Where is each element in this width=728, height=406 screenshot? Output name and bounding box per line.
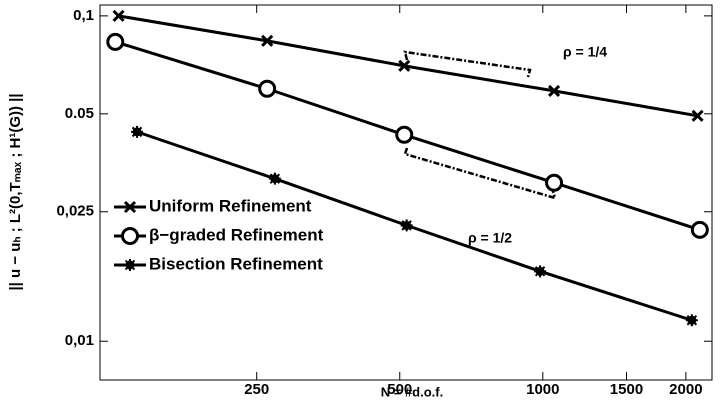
annotation: ρ = 1/2 <box>468 230 512 246</box>
marker-shape <box>690 220 709 239</box>
marker-shape <box>131 125 144 138</box>
marker-shape <box>124 259 136 271</box>
data-point <box>398 59 411 72</box>
x-tick-label: 500 <box>387 381 412 398</box>
marker-shape <box>400 219 413 232</box>
marker-shape <box>123 200 137 214</box>
x-tick-label: 1500 <box>610 381 643 398</box>
x-tick-label: 2000 <box>669 381 702 398</box>
data-point <box>131 125 144 138</box>
data-point <box>400 219 413 232</box>
data-point <box>545 173 564 192</box>
x-axis-label: N = #d.o.f. <box>381 384 443 399</box>
marker-shape <box>112 9 125 22</box>
annotation: ρ = 1/4 <box>563 44 607 60</box>
y-tick-label: 0,1 <box>73 7 94 24</box>
legend-marker <box>124 259 136 271</box>
marker-shape <box>106 32 125 51</box>
data-point <box>395 125 414 144</box>
data-point <box>268 172 281 185</box>
slope-guide <box>403 147 557 200</box>
y-tick-label: 0.05 <box>65 105 94 122</box>
marker-shape <box>258 79 277 98</box>
legend-label: Bisection Refinement <box>149 254 323 273</box>
marker-shape <box>268 172 281 185</box>
marker-shape <box>547 84 561 97</box>
data-point <box>691 109 704 122</box>
x-tick-label: 1000 <box>526 381 559 398</box>
data-point <box>685 314 698 327</box>
legend-label: β−graded Refinement <box>149 225 324 244</box>
x-tick-label: 250 <box>244 381 269 398</box>
data-point <box>106 32 125 51</box>
y-tick-label: 0,01 <box>65 332 94 349</box>
marker-shape <box>121 227 139 245</box>
data-point <box>547 84 561 97</box>
y-tick-label: 0,025 <box>56 203 94 220</box>
y-axis-label: || u − uₕ ; L²(0,Tₘₐₓ ; H¹(G)) || <box>7 93 24 290</box>
marker-shape <box>534 265 547 278</box>
marker-shape <box>545 173 564 192</box>
data-point <box>690 220 709 239</box>
data-point <box>534 265 547 278</box>
legend-label: Uniform Refinement <box>149 196 312 215</box>
marker-shape <box>398 59 411 72</box>
legend-marker <box>121 227 139 245</box>
data-point <box>258 79 277 98</box>
marker-shape <box>395 125 414 144</box>
slope-guide <box>403 50 532 78</box>
data-point <box>112 9 125 22</box>
marker-shape <box>685 314 698 327</box>
data-point <box>261 34 274 47</box>
marker-shape <box>261 34 274 47</box>
marker-shape <box>691 109 704 122</box>
legend-marker <box>123 200 137 214</box>
plot-frame <box>99 4 713 381</box>
